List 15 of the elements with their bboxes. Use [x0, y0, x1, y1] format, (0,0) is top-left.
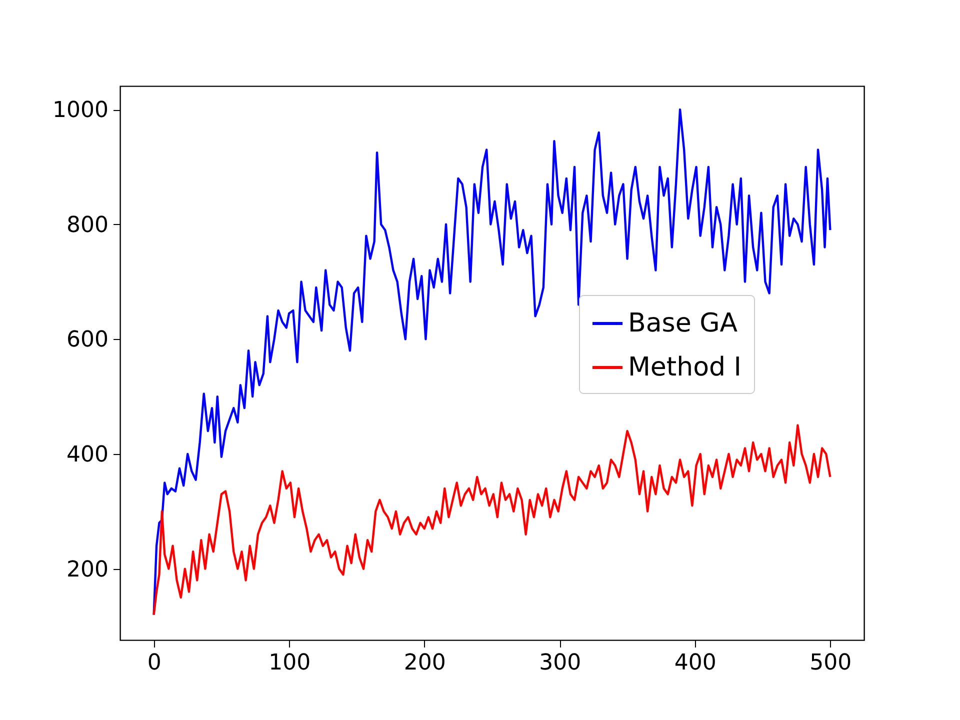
y-tick-label: 800 — [66, 212, 108, 238]
y-tick-label: 200 — [66, 557, 108, 582]
line-series — [152, 108, 832, 616]
x-tick-label: 500 — [810, 650, 852, 676]
x-tick-label: 0 — [147, 650, 162, 676]
y-tick-label: 1000 — [52, 98, 108, 124]
y-tick-label: 600 — [66, 328, 108, 353]
line-series — [152, 424, 832, 616]
x-tick-label: 100 — [268, 650, 311, 676]
legend-label: Method I — [628, 352, 742, 382]
x-tick-label: 200 — [404, 650, 446, 676]
y-tick-label: 400 — [66, 442, 108, 468]
legend-label: Base GA — [628, 308, 738, 338]
x-tick-label: 400 — [674, 650, 716, 676]
x-tick-label: 300 — [539, 650, 582, 676]
